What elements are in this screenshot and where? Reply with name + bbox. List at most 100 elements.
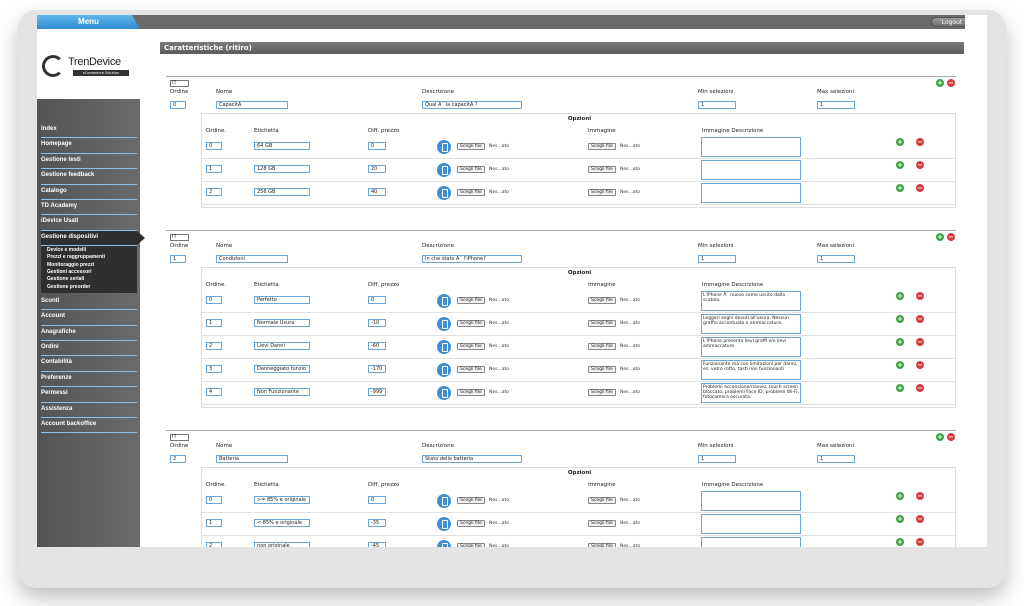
option-diff-prezzo-field[interactable]: -999 xyxy=(368,388,386,396)
choose-file-button[interactable]: Scegli file xyxy=(588,297,616,304)
choose-file-button[interactable]: Scegli file xyxy=(588,389,616,396)
sidebar-item[interactable]: Catalogo xyxy=(41,185,137,200)
sidebar-subitem[interactable]: Prezzi e raggruppamenti xyxy=(47,254,106,261)
remove-option-button[interactable]: − xyxy=(916,292,924,300)
image-description-field[interactable]: Leggeri segni dovuti all'usura. Nessun g… xyxy=(701,314,801,334)
max-selezioni-field[interactable]: 1 xyxy=(817,101,855,109)
min-selezioni-field[interactable]: 1 xyxy=(698,101,736,109)
choose-file-button[interactable]: Scegli file xyxy=(588,320,616,327)
option-diff-prezzo-field[interactable]: 40 xyxy=(368,188,386,196)
sidebar-subitem[interactable]: Gestione seriali xyxy=(47,276,85,283)
remove-option-button[interactable]: − xyxy=(916,315,924,323)
choose-file-button[interactable]: Scegli file xyxy=(588,343,616,350)
descrizione-field[interactable]: In che stato Ã¨ l'iPhone? xyxy=(422,255,522,263)
option-etichetta-field[interactable]: < 85% e originale xyxy=(254,519,310,527)
sidebar-item[interactable]: iDevice Usati xyxy=(41,215,137,231)
descrizione-field[interactable]: Stato della batteria xyxy=(422,455,522,463)
choose-file-button[interactable]: Scegli file xyxy=(457,297,485,304)
add-option-button[interactable]: + xyxy=(896,292,904,300)
remove-feature-button[interactable]: − xyxy=(947,233,955,241)
choose-file-button[interactable]: Scegli file xyxy=(457,389,485,396)
add-option-button[interactable]: + xyxy=(896,161,904,169)
sidebar-item[interactable]: Assistenza xyxy=(41,403,137,419)
option-ordine-field[interactable]: 1 xyxy=(206,319,222,327)
sidebar-item[interactable]: Ordini xyxy=(41,341,137,357)
language-select[interactable]: IT xyxy=(170,434,189,441)
add-option-button[interactable]: + xyxy=(896,315,904,323)
sidebar-item[interactable]: TD Academy xyxy=(41,200,137,216)
image-description-field[interactable] xyxy=(701,491,801,511)
sidebar-item[interactable]: Gestione dispositivi xyxy=(41,230,145,247)
option-ordine-field[interactable]: 2 xyxy=(206,188,222,196)
option-ordine-field[interactable]: 2 xyxy=(206,542,222,547)
add-feature-button[interactable]: + xyxy=(936,79,944,87)
image-description-field[interactable]: Problemi accensione/riavvio, touch scree… xyxy=(701,383,801,403)
nome-field[interactable]: Condizioni xyxy=(216,255,288,263)
min-selezioni-field[interactable]: 1 xyxy=(698,455,736,463)
choose-file-button[interactable]: Scegli file xyxy=(588,520,616,527)
option-diff-prezzo-field[interactable]: -45 xyxy=(368,542,386,547)
choose-file-button[interactable]: Scegli file xyxy=(457,166,485,173)
remove-option-button[interactable]: − xyxy=(916,492,924,500)
choose-file-button[interactable]: Scegli file xyxy=(457,543,485,547)
option-etichetta-field[interactable]: Normale Usura xyxy=(254,319,310,327)
option-ordine-field[interactable]: 2 xyxy=(206,342,222,350)
menu-tab[interactable]: Menu xyxy=(37,15,140,29)
choose-file-button[interactable]: Scegli file xyxy=(457,520,485,527)
choose-file-button[interactable]: Scegli file xyxy=(588,143,616,150)
option-diff-prezzo-field[interactable]: 0 xyxy=(368,496,386,504)
choose-file-button[interactable]: Scegli file xyxy=(457,143,485,150)
add-option-button[interactable]: + xyxy=(896,492,904,500)
sidebar-subitem[interactable]: Device e modelli xyxy=(47,247,87,254)
remove-option-button[interactable]: − xyxy=(916,138,924,146)
choose-file-button[interactable]: Scegli file xyxy=(588,543,616,547)
choose-file-button[interactable]: Scegli file xyxy=(588,366,616,373)
sidebar-item[interactable]: Homepage xyxy=(41,138,137,154)
image-description-field[interactable]: Funzionante ma con limitazioni per danni… xyxy=(701,360,801,380)
nome-field[interactable]: CapacitÃ xyxy=(216,101,288,109)
option-diff-prezzo-field[interactable]: 20 xyxy=(368,165,386,173)
sidebar-item[interactable]: Gestione testi xyxy=(41,154,137,170)
add-option-button[interactable]: + xyxy=(896,538,904,546)
image-description-field[interactable] xyxy=(701,514,801,534)
sidebar-item[interactable]: Permessi xyxy=(41,387,137,403)
choose-file-button[interactable]: Scegli file xyxy=(457,497,485,504)
option-diff-prezzo-field[interactable]: -10 xyxy=(368,319,386,327)
option-etichetta-field[interactable]: non originale xyxy=(254,542,310,547)
add-feature-button[interactable]: + xyxy=(936,233,944,241)
option-ordine-field[interactable]: 0 xyxy=(206,142,222,150)
image-description-field[interactable]: L'iPhone presenta lievi graffi e/o lievi… xyxy=(701,337,801,357)
sidebar-item[interactable]: Preferenze xyxy=(41,372,137,388)
remove-option-button[interactable]: − xyxy=(916,384,924,392)
add-option-button[interactable]: + xyxy=(896,138,904,146)
image-description-field[interactable] xyxy=(701,537,801,547)
max-selezioni-field[interactable]: 1 xyxy=(817,455,855,463)
option-etichetta-field[interactable]: 256 GB xyxy=(254,188,310,196)
descrizione-field[interactable]: Qual Ã¨ la capacitÃ ? xyxy=(422,101,522,109)
add-option-button[interactable]: + xyxy=(896,515,904,523)
add-feature-button[interactable]: + xyxy=(936,433,944,441)
sidebar-item[interactable]: Sconti xyxy=(41,295,137,311)
nome-field[interactable]: Batteria xyxy=(216,455,288,463)
remove-option-button[interactable]: − xyxy=(916,338,924,346)
sidebar-item[interactable]: Gestione feedback xyxy=(41,169,137,185)
image-description-field[interactable]: L'iPhone Ã¨ nuovo come uscito dalla scat… xyxy=(701,291,801,311)
option-ordine-field[interactable]: 0 xyxy=(206,496,222,504)
remove-option-button[interactable]: − xyxy=(916,538,924,546)
remove-option-button[interactable]: − xyxy=(916,361,924,369)
option-etichetta-field[interactable]: Lievi Danni xyxy=(254,342,310,350)
sidebar-subitem[interactable]: Gestioni accessori xyxy=(47,269,92,276)
language-select[interactable]: IT xyxy=(170,80,189,87)
option-ordine-field[interactable]: 4 xyxy=(206,388,222,396)
add-option-button[interactable]: + xyxy=(896,338,904,346)
option-diff-prezzo-field[interactable]: 0 xyxy=(368,142,386,150)
option-ordine-field[interactable]: 3 xyxy=(206,365,222,373)
option-etichetta-field[interactable]: Danneggiato funzio xyxy=(254,365,310,373)
option-etichetta-field[interactable]: 128 GB xyxy=(254,165,310,173)
sidebar-subitem[interactable]: Gestione preorder xyxy=(47,283,91,290)
remove-option-button[interactable]: − xyxy=(916,184,924,192)
add-option-button[interactable]: + xyxy=(896,184,904,192)
remove-feature-button[interactable]: − xyxy=(947,79,955,87)
option-diff-prezzo-field[interactable]: -60 xyxy=(368,342,386,350)
option-diff-prezzo-field[interactable]: -35 xyxy=(368,519,386,527)
